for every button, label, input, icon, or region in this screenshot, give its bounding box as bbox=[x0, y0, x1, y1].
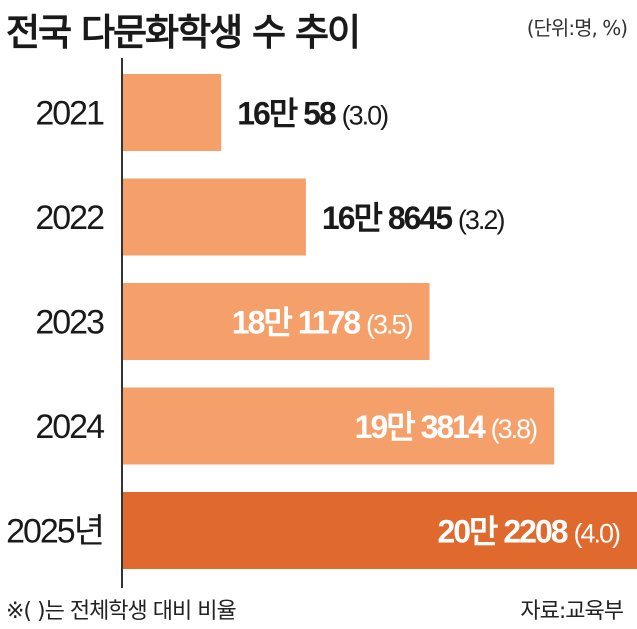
category-label-3: 2024 bbox=[35, 408, 104, 446]
value-label-0: 16만 58 (3.0) bbox=[237, 96, 388, 132]
bar-3 bbox=[122, 387, 555, 465]
bar-1 bbox=[122, 178, 306, 256]
ratio-number-0: (3.0) bbox=[342, 101, 389, 131]
value-label-2: 18만 1178 (3.5) bbox=[232, 305, 413, 341]
ratio-number-2: (3.5) bbox=[366, 310, 413, 340]
category-label-0: 2021 bbox=[35, 95, 104, 133]
value-label-4: 20만 2208 (4.0) bbox=[437, 514, 620, 550]
ratio-number-4: (4.0) bbox=[573, 519, 620, 549]
chart-title: 전국 다문화학생 수 추이 bbox=[6, 11, 361, 54]
category-label-2: 2023 bbox=[35, 304, 104, 342]
category-label-4: 2025년 bbox=[6, 513, 103, 551]
bar-4 bbox=[122, 492, 637, 569]
bar-2 bbox=[122, 283, 430, 360]
footnote: ※( )는 전체학생 대비 비율 bbox=[6, 599, 237, 624]
value-number-1: 16만 8645 bbox=[322, 200, 458, 236]
ratio-number-1: (3.2) bbox=[458, 205, 505, 235]
ratio-number-3: (3.8) bbox=[491, 414, 538, 444]
category-label-1: 2022 bbox=[35, 199, 104, 237]
value-number-2: 18만 1178 bbox=[232, 305, 366, 341]
value-label-1: 16만 8645 (3.2) bbox=[322, 200, 505, 236]
bar-0 bbox=[122, 74, 222, 151]
source-label: 자료:교육부 bbox=[520, 599, 624, 624]
value-label-3: 19만 3814 (3.8) bbox=[355, 409, 538, 445]
unit-label: (단위:명, %) bbox=[526, 16, 628, 40]
value-number-0: 16만 58 bbox=[237, 96, 341, 132]
value-number-4: 20만 2208 bbox=[437, 514, 573, 550]
value-number-3: 19만 3814 bbox=[355, 409, 491, 445]
